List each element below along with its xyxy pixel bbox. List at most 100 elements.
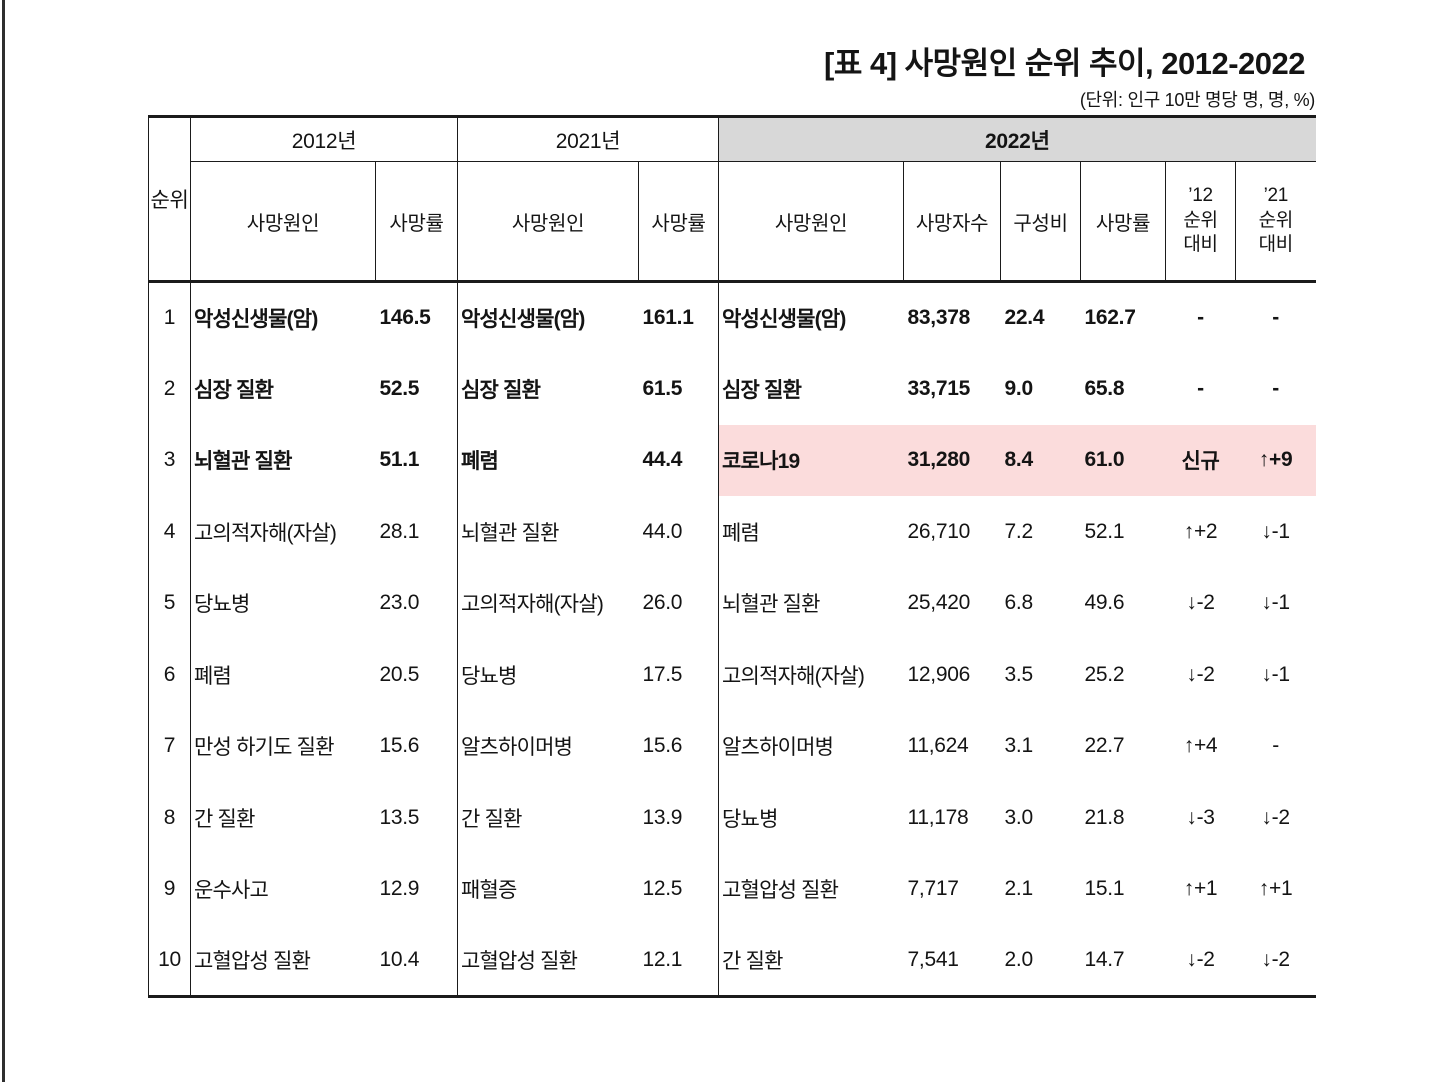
header-deaths-2022: 사망자수 <box>903 161 1002 283</box>
table-row: 3 뇌혈관 질환 51.1 폐렴 44.4 코로나19 31,280 8.4 61.0 신규 ↑+9 <box>148 424 1316 496</box>
table-row: 2 심장 질환 52.5 심장 질환 61.5 심장 질환 33,715 9.0 65.8- - <box>148 353 1316 425</box>
cause-2022-cell: 악성신생물(암) <box>722 308 846 331</box>
rate-2022-cell: 52.1 <box>1084 519 1125 543</box>
rate-2022-cell: 15.1 <box>1084 877 1125 901</box>
cause-2022-cell: 코로나19 <box>718 424 904 496</box>
rate-2022-cell: 162.7 <box>1084 306 1136 329</box>
table-title: [표 4] 사망원인 순위 추이, 2012-2022 <box>824 46 1306 81</box>
deaths-2022-cell: 7,717 <box>907 877 959 901</box>
deaths-2022-cell: 25,420 <box>907 591 971 615</box>
cause-2022-cell: 심장 질환 <box>722 378 802 402</box>
table-row: 5 당뇨병 23.0 고의적자해(자살) 26.0 뇌혈관 질환 25,420 6.8 49.6… <box>148 567 1316 639</box>
header-rate-2012: 사망률 <box>375 161 459 283</box>
vs-2021-rank-cell: - <box>1272 734 1279 758</box>
rate-2021-cell: 26.0 <box>638 567 720 639</box>
rate-2012-cell: 28.1 <box>375 496 459 568</box>
rank-cell: 7 <box>148 710 191 782</box>
table-header: 순위 2012년 2021년 2022년 사망원인 사망률 사망원인 사망률 사… <box>148 116 1316 283</box>
rate-2021-cell: 17.5 <box>638 639 720 711</box>
deaths-2022-cell: 12,906 <box>907 662 971 686</box>
cause-2021-cell: 알츠하이머병 <box>461 736 573 760</box>
year-2022-header: 2022년 <box>718 116 1316 162</box>
header-cause-2021: 사망원인 <box>457 161 640 283</box>
rank-cell: 6 <box>148 639 191 711</box>
rate-2021-cell: 13.9 <box>638 782 720 854</box>
cause-2022-cell: 간 질환 <box>722 950 783 973</box>
deaths-2022-cell: 11,178 <box>907 805 969 829</box>
cause-2022-cell: 당뇨병 <box>722 807 778 831</box>
vs-2021-rank-cell: ↓-1 <box>1261 591 1290 615</box>
vs-2021-rank-cell: ↓-1 <box>1261 519 1290 543</box>
rate-2021-cell: 12.5 <box>638 853 720 925</box>
rate-2022-cell: 61.0 <box>1080 424 1166 496</box>
cause-2022-cell: 알츠하이머병 <box>722 736 834 760</box>
cause-2012-cell: 만성 하기도 질환 <box>194 736 335 760</box>
cause-2012-cell: 고의적자해(자살) <box>194 521 337 545</box>
table-row: 6 폐렴 20.5 당뇨병 17.5 고의적자해(자살) 12,906 3.5 25.2 ↓-2 ↓… <box>148 639 1316 711</box>
share-2022-cell: 2.0 <box>1004 948 1034 971</box>
table-body: 1 악성신생물(암) 146.5 악성신생물(암) 161.1 악성신생물(암) 83,37… <box>148 281 1316 997</box>
vs-2012-rank-cell: - <box>1197 376 1204 400</box>
rate-2012-cell: 15.6 <box>375 710 459 782</box>
rank-cell: 1 <box>148 281 191 353</box>
column-header-row: 사망원인 사망률 사망원인 사망률 사망원인 사망자수 구성비 사망률 ’12 … <box>149 161 1316 283</box>
vs-2012-rank-cell: ↑+1 <box>1183 877 1218 901</box>
rank-cell: 5 <box>148 567 191 639</box>
vs-2021-rank-cell: ↑+9 <box>1235 424 1316 496</box>
rank-cell: 8 <box>148 782 191 854</box>
rank-cell: 2 <box>148 353 191 425</box>
header-cause-2012: 사망원인 <box>190 161 376 283</box>
vs-2012-rank-cell: - <box>1197 306 1204 329</box>
share-2022-cell: 3.1 <box>1004 734 1034 758</box>
share-2022-cell: 3.5 <box>1004 662 1034 686</box>
cause-2022-cell: 고혈압성 질환 <box>722 879 839 903</box>
cause-2012-cell: 폐렴 <box>194 664 232 688</box>
cause-2021-cell: 고혈압성 질환 <box>461 950 578 973</box>
cause-2012-cell: 뇌혈관 질환 <box>194 450 292 474</box>
year-2012-header: 2012년 <box>190 116 459 162</box>
vs-2012-rank-cell: ↓-2 <box>1186 591 1215 615</box>
header-share-2022: 구성비 <box>1000 161 1082 283</box>
cause-2022-cell: 폐렴 <box>722 521 760 545</box>
deaths-2022-cell: 11,624 <box>907 734 969 758</box>
rate-2012-cell: 52.5 <box>375 353 459 425</box>
vs-2012-rank-cell: 신규 <box>1165 424 1236 496</box>
share-2022-cell: 7.2 <box>1004 519 1034 543</box>
cause-2012-cell: 당뇨병 <box>194 593 250 617</box>
cause-2022-cell: 고의적자해(자살) <box>722 664 865 688</box>
header-vs-2021-rank: ’21 순위 대비 <box>1235 161 1316 283</box>
rate-2022-cell: 14.7 <box>1084 948 1125 971</box>
header-rate-2022: 사망률 <box>1080 161 1167 283</box>
cause-2012-cell: 간 질환 <box>194 807 255 831</box>
table-row: 4 고의적자해(자살) 28.1 뇌혈관 질환 44.0 폐렴 26,710 7.2 52.1 ↑… <box>148 496 1316 568</box>
vs-2012-rank-cell: ↑+4 <box>1183 734 1218 758</box>
vs-2021-rank-cell: - <box>1272 306 1279 329</box>
vs-2021-rank-cell: ↓-2 <box>1261 948 1290 971</box>
vs-2012-rank-cell: ↓-2 <box>1186 662 1215 686</box>
vs-2021-rank-cell: ↓-1 <box>1261 662 1290 686</box>
rank-cell: 9 <box>148 853 191 925</box>
rate-2021-cell: 61.5 <box>638 353 720 425</box>
table-row: 10 고혈압성 질환 10.4 고혈압성 질환 12.1 간 질환 7,541 2.0 14.7… <box>148 925 1316 997</box>
rate-2012-cell: 51.1 <box>375 424 459 496</box>
rate-2012-cell: 146.5 <box>375 281 459 353</box>
share-2022-cell: 8.4 <box>1000 424 1081 496</box>
vs-2012-rank-cell: ↑+2 <box>1183 519 1218 543</box>
cause-2012-cell: 악성신생물(암) <box>194 308 318 331</box>
deaths-2022-cell: 83,378 <box>907 306 971 329</box>
table-row: 1 악성신생물(암) 146.5 악성신생물(암) 161.1 악성신생물(암) 83,37… <box>148 281 1316 353</box>
deaths-2022-cell: 26,710 <box>907 519 971 543</box>
unit-note: (단위: 인구 10만 명당 명, 명, %) <box>1079 90 1315 110</box>
rate-2012-cell: 23.0 <box>375 567 459 639</box>
vs-2021-rank-cell: - <box>1272 376 1279 400</box>
cause-2021-cell: 악성신생물(암) <box>461 308 585 331</box>
rate-2021-cell: 44.4 <box>638 424 720 496</box>
rate-2012-cell: 12.9 <box>375 853 459 925</box>
cause-2021-cell: 폐렴 <box>461 450 499 474</box>
cause-2012-cell: 심장 질환 <box>194 378 274 402</box>
rank-cell: 10 <box>148 925 191 997</box>
rate-2022-cell: 49.6 <box>1084 591 1125 615</box>
rate-2022-cell: 21.8 <box>1084 805 1125 829</box>
